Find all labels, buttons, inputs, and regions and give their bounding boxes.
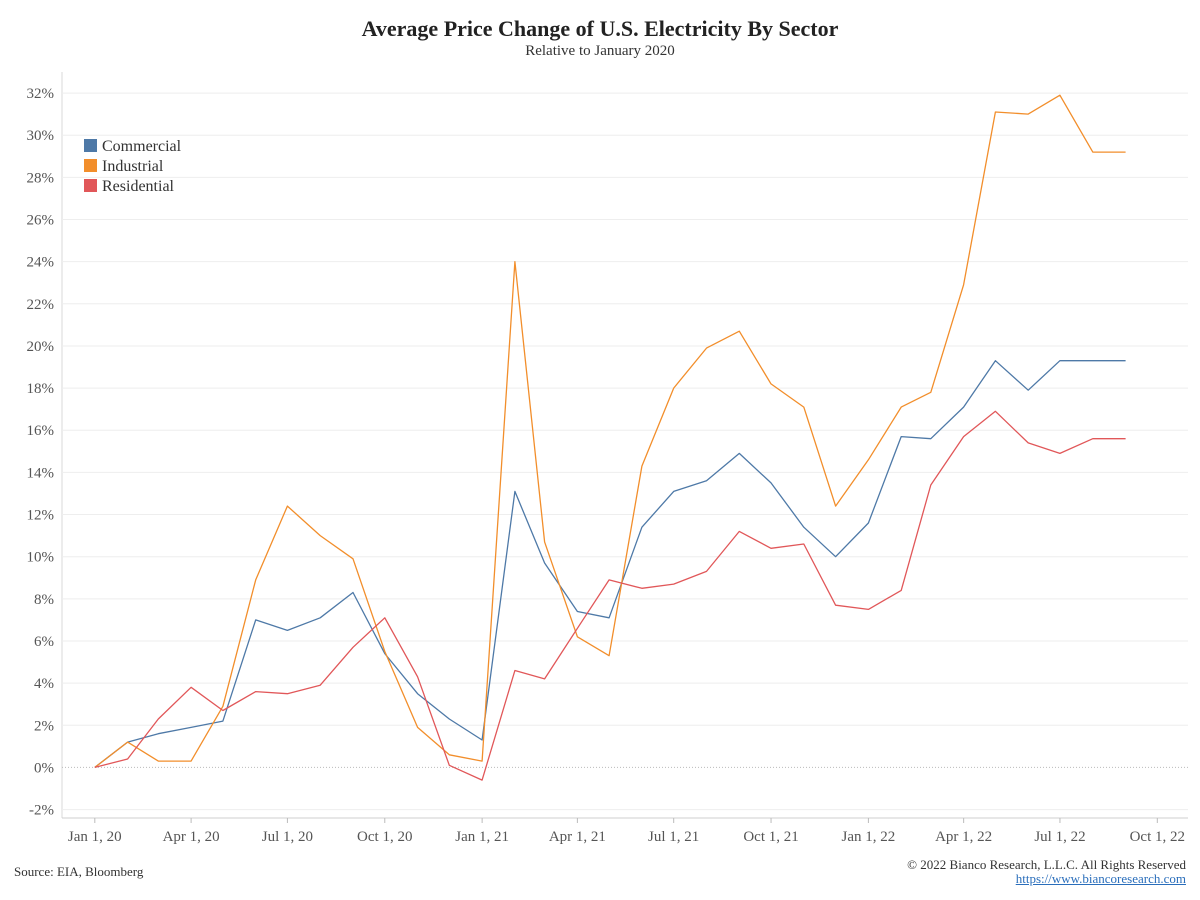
x-tick-label: Jan 1, 21	[455, 829, 509, 845]
x-tick-label: Jan 1, 20	[68, 829, 122, 845]
y-tick-label: 26%	[27, 213, 55, 229]
y-tick-label: 6%	[34, 634, 54, 650]
legend: Commercial Industrial Residential	[84, 138, 182, 195]
y-tick-label: 18%	[27, 381, 55, 397]
gridlines	[61, 72, 1188, 818]
y-tick-label: 14%	[27, 465, 55, 481]
y-tick-label: 32%	[27, 86, 55, 102]
x-tick-label: Jul 1, 20	[262, 829, 313, 845]
y-tick-label: 10%	[27, 550, 55, 566]
legend-label-residential: Residential	[102, 178, 175, 195]
legend-swatch-industrial	[84, 159, 97, 172]
y-tick-label: 12%	[27, 508, 55, 524]
legend-swatch-commercial	[84, 139, 97, 152]
x-tick-label: Oct 1, 20	[357, 829, 412, 845]
x-tick-label: Jul 1, 21	[648, 829, 699, 845]
copyright-note: © 2022 Bianco Research, L.L.C. All Right…	[907, 857, 1186, 872]
legend-swatch-residential	[84, 179, 97, 192]
y-tick-label: 4%	[34, 676, 54, 692]
x-tick-label: Apr 1, 21	[549, 829, 606, 845]
series-lines	[94, 94, 1126, 781]
y-tick-label: 22%	[27, 297, 55, 313]
y-tick-label: 28%	[27, 170, 55, 186]
series-line-residential	[94, 410, 1126, 781]
y-tick-label: 0%	[34, 760, 54, 776]
x-tick-label: Apr 1, 20	[163, 829, 220, 845]
source-note: Source: EIA, Bloomberg	[14, 864, 144, 879]
x-tick-label: Apr 1, 22	[935, 829, 992, 845]
y-axis: -2% 0% 2% 4% 6% 8% 10% 12% 14% 16% 18% 20% 22% 24% 26%…	[27, 86, 55, 818]
website-link[interactable]: https://www.biancoresearch.com	[1015, 871, 1186, 886]
y-tick-label: 20%	[27, 339, 55, 355]
series-line-commercial	[94, 360, 1126, 768]
legend-label-commercial: Commercial	[102, 138, 182, 155]
series-line-industrial	[94, 94, 1126, 768]
y-tick-label: 16%	[27, 423, 55, 439]
x-tick-label: Oct 1, 21	[743, 829, 798, 845]
chart-subtitle: Relative to January 2020	[525, 43, 675, 59]
y-tick-label: 2%	[34, 718, 54, 734]
x-tick-label: Oct 1, 22	[1130, 829, 1185, 845]
x-tick-label: Jan 1, 22	[842, 829, 896, 845]
y-tick-label: -2%	[29, 803, 54, 819]
y-tick-label: 8%	[34, 592, 54, 608]
y-tick-label: 30%	[27, 128, 55, 144]
chart-title: Average Price Change of U.S. Electricity…	[361, 16, 839, 41]
y-tick-label: 24%	[27, 255, 55, 271]
x-tick-label: Jul 1, 22	[1034, 829, 1085, 845]
legend-label-industrial: Industrial	[102, 158, 164, 175]
x-axis: Jan 1, 20 Apr 1, 20 Jul 1, 20 Oct 1, 20 Jan …	[62, 817, 1188, 845]
